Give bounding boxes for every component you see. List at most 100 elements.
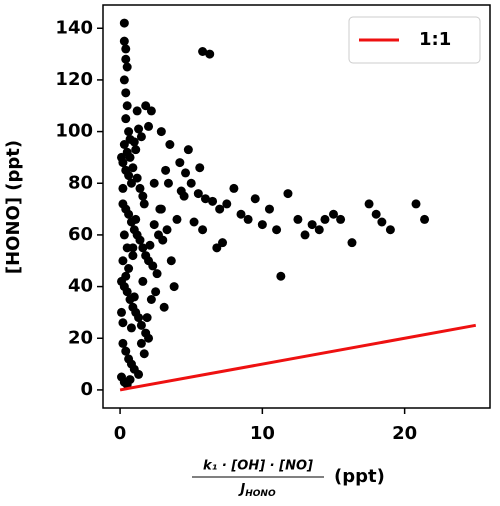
scatter-point: [183, 145, 193, 155]
scatter-point: [124, 209, 134, 219]
scatter-point: [132, 106, 142, 116]
scatter-point: [118, 338, 128, 348]
scatter-point: [257, 220, 267, 230]
legend-label: 1:1: [419, 29, 451, 50]
scatter-point: [328, 209, 338, 219]
scatter-point: [222, 199, 232, 209]
plot-frame: [102, 4, 491, 409]
scatter-point: [121, 346, 131, 356]
scatter-point: [118, 256, 128, 266]
scatter-point: [195, 163, 205, 173]
y-tick-label: 120: [55, 69, 93, 90]
scatter-point: [128, 163, 138, 173]
x-axis-label: k₁ · [OH] · [NO] JHONO (ppt): [192, 459, 385, 499]
scatter-point: [215, 204, 225, 214]
scatter-point: [119, 75, 129, 85]
scatter-point: [136, 320, 146, 330]
scatter-point: [364, 199, 374, 209]
scatter-point: [121, 271, 131, 281]
x-tick-label: 0: [114, 423, 127, 444]
y-tick-label: 100: [55, 121, 93, 142]
x-tick-label: 20: [392, 423, 417, 444]
scatter-point: [121, 54, 131, 64]
scatter-point: [276, 271, 286, 281]
scatter-point: [314, 225, 324, 235]
scatter-point: [236, 209, 246, 219]
scatter-point: [146, 295, 156, 304]
scatter-point: [218, 238, 228, 248]
scatter-point: [283, 189, 293, 199]
scatter-point: [118, 318, 128, 328]
scatter-point: [165, 140, 175, 149]
plot-area: [116, 18, 477, 392]
x-label-denominator: JHONO: [237, 482, 276, 499]
scatter-point: [200, 194, 210, 204]
scatter-point: [149, 178, 159, 188]
scatter-point: [124, 127, 134, 137]
scatter-point: [138, 191, 148, 201]
scatter-point: [122, 243, 132, 253]
scatter-point: [159, 302, 169, 312]
scatter-point: [377, 217, 387, 227]
scatter-point: [121, 44, 131, 54]
y-axis-label: [HONO] (ppt): [3, 140, 24, 274]
scatter-point: [136, 132, 146, 142]
x-label-numerator: k₁ · [OH] · [NO]: [203, 459, 313, 474]
scatter-point: [205, 49, 215, 59]
scatter-point: [126, 323, 136, 333]
scatter-point: [166, 256, 176, 266]
scatter-point: [307, 220, 317, 230]
legend-box: [348, 16, 481, 64]
scatter-point: [131, 214, 141, 224]
scatter-point: [243, 214, 253, 224]
scatter-point: [134, 124, 144, 134]
scatter-point: [336, 214, 346, 224]
scatter-point: [131, 145, 141, 155]
scatter-point: [136, 338, 146, 348]
x-label-unit: (ppt): [334, 466, 385, 487]
scatter-point: [172, 214, 182, 224]
scatter-point: [119, 18, 129, 28]
scatter-point: [128, 251, 138, 261]
scatter-point: [122, 62, 132, 72]
scatter-point: [250, 194, 260, 204]
scatter-point: [156, 204, 166, 214]
scatter-point: [116, 152, 126, 162]
scatter-point: [122, 101, 132, 111]
scatter-point: [371, 209, 381, 219]
scatter-point: [175, 158, 185, 168]
scatter-point: [153, 230, 163, 240]
scatter-point: [264, 204, 274, 214]
scatter-point: [135, 183, 145, 193]
scatter-point: [139, 349, 149, 359]
scatter-point: [138, 243, 148, 253]
scatter-point: [181, 168, 191, 178]
scatter-point: [144, 333, 154, 343]
y-tick-label: 0: [80, 379, 93, 400]
scatter-point: [148, 261, 158, 271]
scatter-point: [119, 230, 129, 240]
scatter-point: [119, 36, 129, 46]
scatter-point: [161, 165, 171, 175]
scatter-point: [208, 196, 218, 206]
scatter-point: [186, 178, 196, 188]
y-tick-label: 60: [68, 224, 93, 245]
scatter-point: [212, 243, 222, 253]
x-tick-label: 10: [250, 423, 275, 444]
x-label-denominator-subscript: HONO: [245, 489, 276, 499]
scatter-point: [126, 178, 136, 188]
scatter-point: [156, 127, 166, 137]
scatter-point: [134, 369, 144, 379]
scatter-point: [145, 240, 155, 250]
scatter-point: [125, 152, 135, 162]
scatter-point: [420, 214, 430, 224]
scatter-point: [152, 269, 162, 279]
y-tick-label: 80: [68, 172, 93, 193]
scatter-point: [149, 220, 159, 230]
x-label-denominator-base: J: [237, 482, 245, 497]
scatter-point: [163, 178, 173, 188]
scatter-point: [142, 313, 152, 323]
scatter-point: [272, 225, 282, 235]
scatter-point: [162, 225, 172, 235]
scatter-point: [135, 235, 145, 245]
